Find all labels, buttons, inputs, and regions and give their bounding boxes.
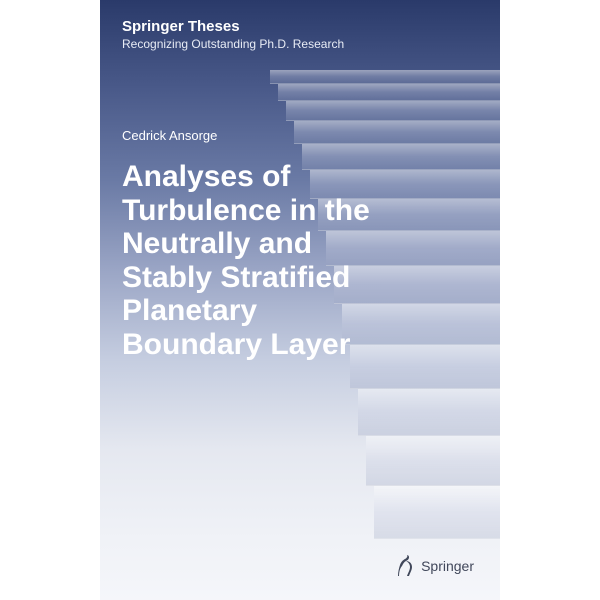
series-subtitle: Recognizing Outstanding Ph.D. Research <box>122 37 478 51</box>
stair-step <box>366 436 500 486</box>
book-cover: Springer Theses Recognizing Outstanding … <box>100 0 500 600</box>
stair-step <box>374 486 500 539</box>
series-band: Springer Theses Recognizing Outstanding … <box>122 18 478 51</box>
stair-step <box>358 389 500 436</box>
stair-step <box>270 70 500 84</box>
stair-step <box>278 84 500 101</box>
stair-step <box>286 101 500 121</box>
book-title: Analyses of Turbulence in the Neutrally … <box>122 160 382 362</box>
publisher-block: Springer <box>395 554 474 578</box>
author-name: Cedrick Ansorge <box>122 128 217 143</box>
publisher-name: Springer <box>421 558 474 574</box>
springer-horse-icon <box>395 554 415 578</box>
stair-step <box>294 121 500 144</box>
series-title: Springer Theses <box>122 18 478 35</box>
